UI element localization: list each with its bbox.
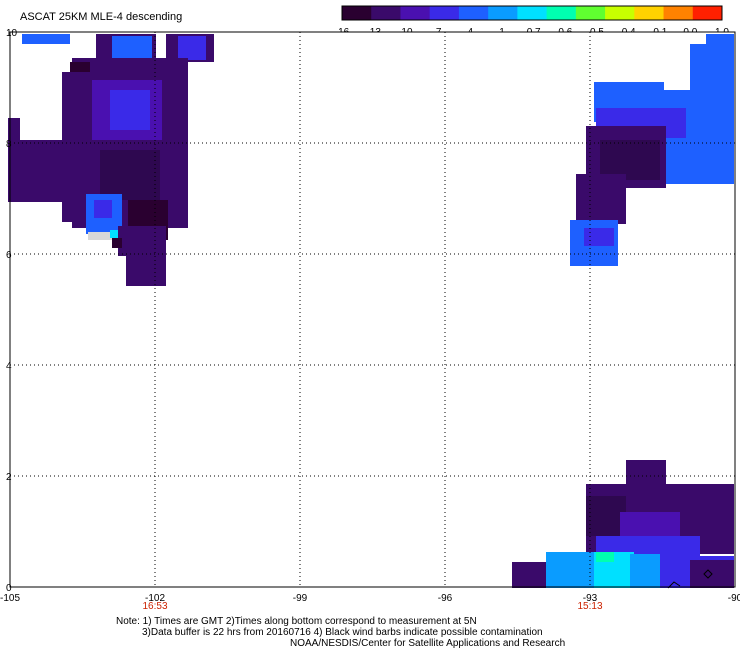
swath-east-upper [570,34,734,266]
x-tick-label: -105 [0,593,20,604]
y-tick-label: 6 [6,250,12,261]
note-line-2: 3)Data buffer is 22 hrs from 20160716 4)… [142,627,543,638]
colorbar-swatch [546,6,577,20]
x-tick-label: -96 [438,593,453,604]
note-line-1: Note: 1) Times are GMT 2)Times along bot… [116,616,477,627]
x-tick-label: -90 [728,593,740,604]
note-line-3: NOAA/NESDIS/Center for Satellite Applica… [290,638,566,649]
x-tick-label: -102 [145,593,165,604]
colorbar-swatch [692,6,723,20]
colorbar-swatch [429,6,460,20]
colorbar-swatch [488,6,518,20]
colorbar-swatch [575,6,606,20]
y-tick-label: 10 [6,28,18,39]
map-frame [9,31,736,588]
map-title: ASCAT 25KM MLE-4 descending [20,11,182,23]
x-tick-label: -93 [583,593,598,604]
pass-time-label: 15:13 [577,601,602,612]
colorbar-swatch [342,6,372,20]
colorbar-swatch [663,6,694,20]
y-tick-label: 4 [6,361,12,372]
y-tick-label: 2 [6,472,12,483]
colorbar-swatch [400,6,431,20]
x-tick-label: -99 [293,593,308,604]
swath-east-lower [512,460,734,589]
colorbar-swatch [634,6,665,20]
y-tick-label: 8 [6,139,12,150]
swath-west [8,34,214,286]
colorbar-swatch [458,6,489,20]
map-grid [10,32,735,587]
colorbar-swatch [517,6,548,20]
colorbar-swatch [371,6,401,20]
y-tick-label: 0 [6,583,12,594]
pass-time-label: 16:53 [142,601,167,612]
map-plot: -105 -102 -99 -96 -93 -90 0 2 4 6 8 10 16:53 15:13 [0,28,740,612]
colorbar-swatch [605,6,635,20]
